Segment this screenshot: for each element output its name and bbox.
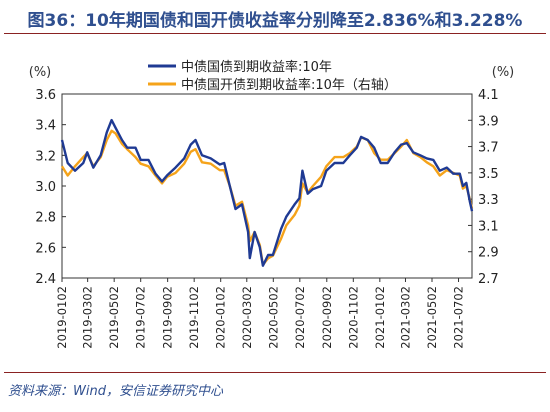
- x-tick-label: 2020-0902: [320, 286, 334, 349]
- x-tick-label: 2019-1102: [187, 286, 201, 349]
- plot-frame: [61, 93, 473, 279]
- x-tick-label: 2021-0702: [452, 286, 466, 349]
- legend-label: 中债国债到期收益率:10年: [181, 59, 332, 75]
- left-tick-label: 3.0: [35, 180, 56, 195]
- left-axis-ticks: 2.4 2.6 2.8 3.0 3.2 3.4 3.6: [35, 88, 66, 287]
- x-tick-label: 2021-0502: [425, 286, 439, 349]
- x-tick-label: 2020-0502: [266, 286, 280, 349]
- right-axis-ticks: 2.7 2.9 3.1 3.3 3.5 3.7 3.9 4.1: [468, 88, 499, 287]
- series-line-cgb-10y: [60, 118, 474, 267]
- right-tick-label: 2.9: [478, 246, 499, 261]
- right-axis-unit: (%): [492, 65, 515, 80]
- series-line-cdb-10y: [60, 129, 474, 267]
- x-tick-label: 2021-0302: [398, 286, 412, 349]
- right-tick-label: 3.9: [478, 114, 499, 129]
- right-tick-label: 3.7: [478, 141, 499, 156]
- left-tick-label: 2.4: [35, 272, 56, 287]
- x-axis-ticks: 2019-0102 2019-0302 2019-0502 2019-0702 2019…: [55, 278, 466, 349]
- source-divider: [4, 372, 546, 373]
- left-tick-label: 2.6: [35, 241, 56, 256]
- plot-border: [61, 93, 473, 279]
- right-tick-label: 4.1: [478, 88, 499, 103]
- x-tick-label: 2020-0302: [240, 286, 254, 349]
- left-tick-label: 3.2: [35, 149, 56, 164]
- left-tick-label: 2.8: [35, 211, 56, 226]
- left-tick-label: 3.6: [35, 88, 56, 103]
- x-tick-label: 2020-0102: [214, 286, 228, 349]
- title-divider: [4, 33, 546, 34]
- x-tick-label: 2020-1102: [346, 286, 360, 349]
- x-tick-label: 2019-0502: [107, 286, 121, 349]
- x-tick-label: 2021-0102: [373, 286, 387, 349]
- right-tick-label: 2.7: [478, 272, 499, 287]
- source-note: 资料来源：Wind，安信证券研究中心: [8, 384, 223, 399]
- series-lines: [60, 118, 474, 267]
- x-tick-label: 2019-0302: [81, 286, 95, 349]
- x-tick-label: 2019-0102: [55, 286, 69, 349]
- left-axis-unit: (%): [29, 65, 52, 80]
- x-tick-label: 2019-0702: [134, 286, 148, 349]
- chart-title: 图36：10年期国债和国开债收益率分别降至2.836%和3.228%: [27, 11, 523, 31]
- legend-label: 中债国开债到期收益率:10年（右轴）: [181, 77, 397, 93]
- right-tick-label: 3.1: [478, 219, 499, 234]
- x-tick-label: 2020-0702: [293, 286, 307, 349]
- right-tick-label: 3.3: [478, 193, 499, 208]
- right-tick-label: 3.5: [478, 167, 499, 182]
- left-tick-label: 3.4: [35, 119, 56, 134]
- x-tick-label: 2019-0902: [161, 286, 175, 349]
